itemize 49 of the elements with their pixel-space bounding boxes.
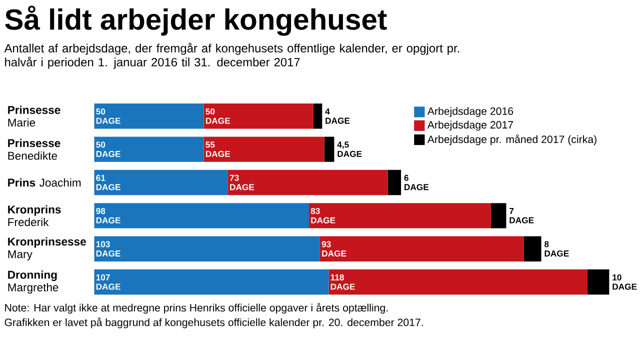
bar (94, 170, 228, 195)
bar (228, 170, 388, 195)
data-label: 83 DAGE (310, 208, 336, 224)
y-tick-label: Prins Joachim (8, 178, 81, 186)
data-label: 93 DAGE (322, 240, 346, 256)
data-label: 61 DAGE (96, 174, 120, 190)
data-label: 98 DAGE (96, 208, 120, 224)
y-tick-label: Kronprins Frederik (8, 205, 61, 226)
bar (524, 236, 542, 262)
bar (94, 136, 204, 162)
chart-title: Så lidt arbejder kongehuset (5, 5, 387, 36)
text: Note: Har valgt ikke at medregne prins Henriks officielle opgaver i årets optælling. (5, 302, 388, 314)
chart-subtitle: Antallet af arbejdsdage, der fremgår af kongehusets offentlige kalender, er opgjort pr. halvår i perioden 1. januar 2016 til 31. december 2017 (4, 42, 460, 69)
data-label: 55 DAGE (206, 141, 230, 157)
bar (490, 202, 506, 228)
y-tick-label: Dronning Margrethe (8, 270, 58, 294)
data-label: 73 DAGE (230, 174, 254, 190)
bar (324, 136, 334, 162)
data-label: 107 DAGE (96, 274, 120, 290)
bar (94, 269, 329, 294)
bar (313, 103, 322, 129)
bar (320, 236, 524, 262)
bar (204, 136, 324, 162)
bar (204, 103, 314, 129)
legend-label: Arbejdsdage 2017 (427, 120, 513, 130)
data-label: 4,5 DAGE (337, 141, 362, 157)
bar (94, 202, 309, 228)
data-label: 7 DAGE (510, 208, 534, 224)
y-tick-label: Kronprinsesse Mary (8, 237, 86, 260)
text: Grafikken er lavet på baggrund af kongehusets officielle kalender pr. 20. december 2017. (4, 317, 423, 328)
legend-label: Arbejdsdage pr. måned 2017 (cirka) (427, 134, 596, 146)
data-label: 50 DAGE (206, 108, 230, 124)
bar (328, 269, 588, 294)
data-label: 10 DAGE (612, 274, 637, 290)
bar (587, 269, 610, 294)
legend-label: Arbejdsdage 2016 (427, 106, 514, 117)
data-label: 50 DAGE (96, 141, 120, 157)
data-label: 4 DAGE (325, 108, 350, 124)
bar (388, 170, 402, 195)
bar (308, 202, 491, 228)
data-label: 8 DAGE (544, 240, 569, 256)
bar (94, 103, 204, 129)
y-tick-label: Prinsesse Marie (8, 105, 60, 126)
data-label: 50 DAGE (96, 108, 120, 124)
data-label: 118 DAGE (330, 274, 355, 290)
data-label: 6 DAGE (404, 174, 429, 190)
data-label: 103 DAGE (96, 240, 120, 256)
y-tick-label: Prinsesse Benedikte (8, 138, 60, 160)
bar (94, 236, 320, 262)
